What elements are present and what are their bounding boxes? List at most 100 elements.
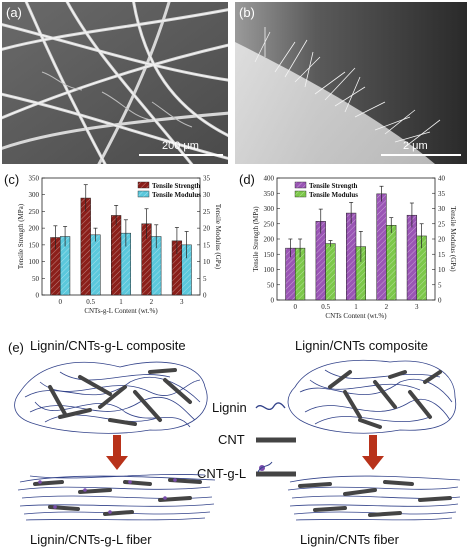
y-tick-label: 50 xyxy=(32,275,40,283)
x-tick-label: 2 xyxy=(385,303,389,311)
x-tick-label: 1 xyxy=(354,303,358,311)
y2-tick-label: 5 xyxy=(438,281,442,289)
y2-tick-label: 5 xyxy=(203,275,207,283)
x-tick-label: 1 xyxy=(119,298,123,306)
title-left: Lignin/CNTs-g-L composite xyxy=(30,338,186,353)
blob-right xyxy=(287,359,457,434)
diagram-panel-e: Lignin/CNTs-g-L composite Lignin/CNTs co… xyxy=(0,332,469,550)
bar-strength xyxy=(111,215,122,296)
y-tick-label: 300 xyxy=(264,205,275,213)
y2-tick-label: 25 xyxy=(438,220,446,228)
y2-axis-label: Tensile Modulus (GPa) xyxy=(449,206,457,272)
x-tick-label: 0 xyxy=(58,298,62,306)
x-tick-label: 3 xyxy=(180,298,184,306)
sem-fibers-b xyxy=(235,2,467,164)
panel-label-d: (d) xyxy=(239,172,255,187)
panel-label-a: (a) xyxy=(6,5,22,20)
x-tick-label: 3 xyxy=(415,303,419,311)
y-tick-label: 0 xyxy=(271,297,275,305)
chart-panel-d: 0 50 100 150 200 250 300 350 400 0 5 10 15 20 25 30 35 40… xyxy=(235,170,469,330)
y-tick-label: 300 xyxy=(29,191,40,199)
scalebar-label-b: 2 μm xyxy=(403,140,428,152)
y2-tick-label: 0 xyxy=(438,297,442,305)
panel-label-b: (b) xyxy=(239,5,255,20)
fiber-right-label: Lignin/CNTs fiber xyxy=(300,532,400,547)
y2-tick-label: 30 xyxy=(438,205,446,213)
y2-tick-label: 40 xyxy=(438,175,446,183)
arrow-right xyxy=(362,435,384,470)
y2-tick-label: 20 xyxy=(203,225,211,233)
x-tick-label: 0.5 xyxy=(321,303,330,311)
fiber-right xyxy=(287,475,461,521)
y2-tick-label: 15 xyxy=(438,251,446,259)
cnts-aligned-right xyxy=(298,480,452,517)
legend-swatch xyxy=(294,181,307,189)
bar-strength xyxy=(80,197,91,296)
y-tick-label: 350 xyxy=(29,175,40,183)
y2-tick-label: 10 xyxy=(438,266,446,274)
y-tick-label: 200 xyxy=(29,225,40,233)
panel-label-c: (c) xyxy=(4,172,20,187)
cnts-right xyxy=(328,370,442,429)
legend-cntgl-swatch xyxy=(256,461,296,477)
x-tick-label: 2 xyxy=(150,298,154,306)
legend-swatch xyxy=(137,181,150,189)
scalebar-a xyxy=(139,154,223,156)
bar-modulus xyxy=(90,234,101,296)
x-tick-label: 0.5 xyxy=(86,298,95,306)
y-tick-label: 350 xyxy=(264,190,275,198)
scalebar-b xyxy=(381,154,461,156)
legend-lignin-swatch xyxy=(255,402,286,411)
y2-tick-label: 25 xyxy=(203,208,211,216)
sem-image-b: (b) 2 μm xyxy=(235,2,467,164)
legend-lignin: Lignin xyxy=(212,400,247,415)
y2-tick-label: 15 xyxy=(203,241,211,249)
diagram-e: Lignin/CNTs-g-L composite Lignin/CNTs co… xyxy=(8,338,461,547)
grafted-points-left xyxy=(38,478,177,514)
y-tick-label: 250 xyxy=(29,208,40,216)
y-tick-label: 250 xyxy=(264,220,275,228)
y2-tick-label: 10 xyxy=(203,258,211,266)
bar-modulus xyxy=(325,243,336,301)
bar-modulus xyxy=(386,225,397,301)
fiber-left-label: Lignin/CNTs-g-L fiber xyxy=(30,532,152,547)
y2-axis-label: Tensile Modulus (GPa) xyxy=(214,204,222,270)
x-axis-label: CNTs-g-L Content (wt.%) xyxy=(84,307,158,315)
legend-cnt: CNT xyxy=(218,432,245,447)
sem-image-a: (a) 200 μm xyxy=(2,2,228,164)
y-tick-label: 100 xyxy=(29,258,40,266)
y-tick-label: 200 xyxy=(264,236,275,244)
legend-label: Tensile Strength xyxy=(152,182,201,190)
y-axis-label: Tensile Strength (MPa) xyxy=(17,203,25,269)
y-tick-label: 0 xyxy=(36,292,40,300)
bar-strength xyxy=(346,212,357,301)
bar-strength xyxy=(406,214,418,301)
arrow-left xyxy=(106,435,128,470)
y2-tick-label: 35 xyxy=(203,175,211,183)
y-axis-label: Tensile Strength (MPa) xyxy=(252,206,260,272)
legend-label: Tensile Modulus xyxy=(152,191,201,199)
panel-label-e: (e) xyxy=(8,340,24,355)
x-axis-label: CNTs Content (wt.%) xyxy=(325,312,387,320)
chart-d: 0501001502002503003504000510152025303540… xyxy=(252,175,457,321)
y2-tick-label: 35 xyxy=(438,190,446,198)
legend-cntgl: CNT-g-L xyxy=(197,466,246,481)
x-tick-label: 0 xyxy=(293,303,297,311)
bar-strength xyxy=(376,193,387,301)
y-tick-label: 100 xyxy=(264,266,275,274)
legend-swatch xyxy=(137,190,150,198)
chart-panel-c: 0 50 100 150 200 250 300 350 0 5 10 15 20 25 30 35 0 0.5 1… xyxy=(0,170,234,320)
y-tick-label: 150 xyxy=(264,251,275,259)
y2-tick-label: 20 xyxy=(438,236,446,244)
cnts-left xyxy=(48,368,192,426)
scalebar-label-a: 200 μm xyxy=(162,140,199,152)
title-right: Lignin/CNTs composite xyxy=(295,338,428,353)
legend-swatch xyxy=(294,190,307,198)
y2-tick-label: 30 xyxy=(203,191,211,199)
legend-label: Tensile Modulus xyxy=(309,191,358,199)
y-tick-label: 400 xyxy=(264,175,275,183)
legend-label: Tensile Strength xyxy=(309,182,358,190)
sem-fibers-a xyxy=(2,2,228,164)
y-tick-label: 50 xyxy=(267,281,275,289)
